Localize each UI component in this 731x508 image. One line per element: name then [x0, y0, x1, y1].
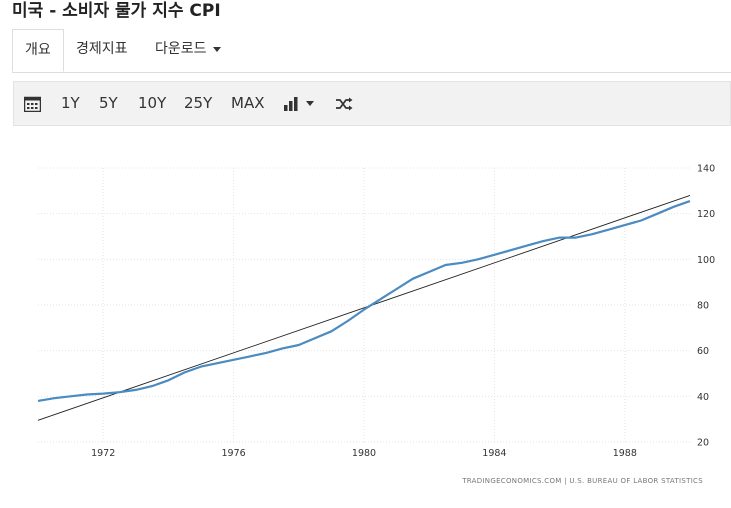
range-5y-button[interactable]: 5Y	[99, 94, 118, 112]
chart-source-label: TRADINGECONOMICS.COM | U.S. BUREAU OF LA…	[461, 477, 703, 485]
caret-down-icon	[212, 46, 221, 52]
y-tick-label: 40	[697, 392, 709, 403]
x-tick-label: 1972	[91, 448, 115, 459]
shuffle-icon	[336, 97, 353, 110]
chart-toolbar: 1Y 5Y 10Y 25Y MAX	[13, 81, 731, 126]
y-tick-label: 120	[697, 209, 715, 220]
calendar-icon	[23, 96, 42, 112]
chart-type-button[interactable]	[284, 82, 314, 125]
y-tick-label: 60	[697, 346, 709, 357]
y-tick-label: 100	[697, 255, 715, 266]
y-tick-label: 140	[697, 164, 715, 175]
cpi-series-line	[37, 200, 691, 402]
range-1y-button[interactable]: 1Y	[61, 94, 80, 112]
y-tick-label: 20	[697, 438, 709, 449]
x-tick-label: 1984	[482, 448, 506, 459]
bar-chart-icon	[284, 96, 298, 111]
shuffle-button[interactable]	[335, 82, 353, 125]
tab-overview[interactable]: 개요	[12, 29, 64, 72]
tab-indicators[interactable]: 경제지표	[76, 41, 128, 57]
range-10y-button[interactable]: 10Y	[138, 94, 167, 112]
tab-download-label: 다운로드	[155, 41, 207, 57]
x-tick-label: 1980	[352, 448, 376, 459]
x-tick-label: 1976	[222, 448, 246, 459]
calendar-button[interactable]	[23, 82, 42, 125]
chart-svg: 20 40 60 80 100 120 140 1972 1976 1980 1984 1988 T…	[37, 164, 715, 485]
range-max-button[interactable]: MAX	[231, 94, 265, 112]
y-tick-label: 80	[697, 301, 709, 312]
tab-bar: 개요 경제지표 다운로드	[12, 29, 731, 73]
range-25y-button[interactable]: 25Y	[184, 94, 213, 112]
trend-line	[37, 194, 691, 421]
page-title: 미국 - 소비자 물가 지수 CPI	[12, 1, 221, 21]
chart-type-caret-icon	[306, 101, 314, 106]
cpi-chart: 20 40 60 80 100 120 140 1972 1976 1980 1984 1988 T…	[0, 126, 731, 504]
tab-download[interactable]: 다운로드	[155, 29, 221, 72]
x-tick-label: 1988	[613, 448, 637, 459]
